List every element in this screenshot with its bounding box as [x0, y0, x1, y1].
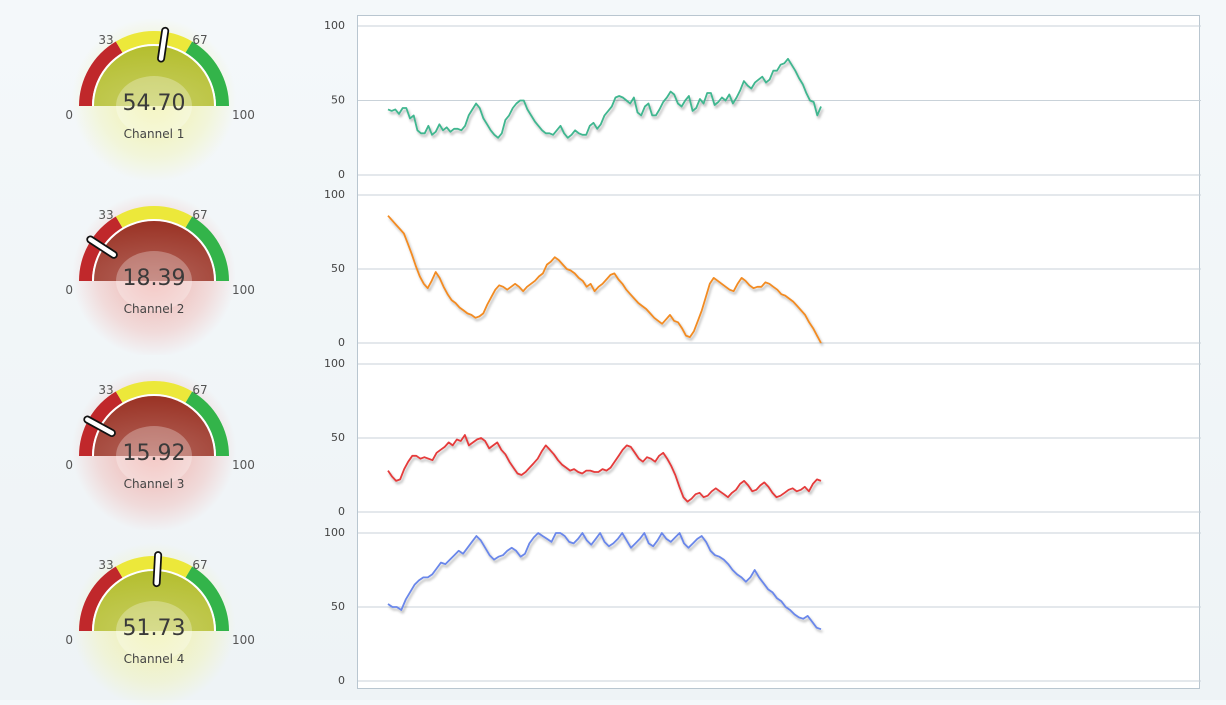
gauge-tick-100: 100 [232, 108, 255, 122]
gauge-band-green [185, 566, 229, 631]
gauge-tick-100: 100 [232, 633, 255, 647]
line-chart-4 [352, 532, 1201, 682]
y-tick-label-50: 50 [331, 600, 345, 613]
y-tick-label-100: 100 [324, 19, 345, 32]
gauge-inner-fill [94, 396, 214, 456]
y-tick-label-50: 50 [331, 262, 345, 275]
gauge-tick-33: 33 [98, 558, 113, 572]
gauge-band-green [185, 216, 229, 281]
series-line-1 [387, 57, 822, 139]
gauge-tick-67: 67 [192, 383, 207, 397]
series-line-3 [387, 434, 822, 503]
stacked-line-charts [352, 25, 1201, 682]
gauge-band-green [185, 391, 229, 456]
gauge-tick-100: 100 [232, 283, 255, 297]
gauge-band-yellow [115, 206, 193, 228]
y-tick-label-0: 0 [338, 505, 345, 518]
y-tick-label-50: 50 [331, 431, 345, 444]
gauge-channel-1: 33 67 0 100 54.70 Channel 1 [65, 18, 255, 180]
y-tick-label-100: 100 [324, 357, 345, 370]
gauge-needle [85, 417, 115, 436]
gauge-tick-67: 67 [192, 558, 207, 572]
line-chart-3 [352, 363, 1201, 513]
y-tick-label-100: 100 [324, 526, 345, 539]
y-tick-label-100: 100 [324, 188, 345, 201]
gauge-band-green [185, 41, 229, 106]
gauge-inner-fill [94, 571, 214, 631]
gauge-tick-33: 33 [98, 208, 113, 222]
gauge-tick-0: 0 [65, 283, 73, 297]
gauge-tick-0: 0 [65, 458, 73, 472]
gauge-inner-fill [94, 221, 214, 281]
gauge-needle [88, 237, 117, 258]
gauge-tick-0: 0 [65, 633, 73, 647]
gauge-band-yellow [115, 31, 193, 53]
gauge-tick-33: 33 [98, 33, 113, 47]
gauge-tick-0: 0 [65, 108, 73, 122]
gauge-inner-fill [94, 46, 214, 106]
gauge-tick-100: 100 [232, 458, 255, 472]
gauge-value: 51.73 [123, 616, 186, 641]
gauge-label: Channel 1 [124, 127, 185, 141]
series-line-2 [387, 215, 822, 344]
gauge-channel-3: 33 67 0 100 15.92 Channel 3 [65, 368, 255, 530]
gauge-center-shine [116, 76, 192, 136]
chart-panel [352, 15, 1201, 689]
gauge-center-shine [116, 251, 192, 311]
gauge-channel-2: 33 67 0 100 18.39 Channel 2 [65, 193, 255, 355]
gauge-tick-33: 33 [98, 383, 113, 397]
gauge-center-shine [116, 426, 192, 486]
y-tick-label-50: 50 [331, 94, 345, 107]
y-tick-label-0: 0 [338, 674, 345, 687]
gauge-label: Channel 4 [124, 652, 185, 666]
gauge-value: 15.92 [123, 441, 186, 466]
gauge-band-yellow [115, 381, 193, 403]
gauge-channel-4: 33 67 0 100 51.73 Channel 4 [65, 543, 255, 705]
gauge-value: 18.39 [123, 266, 186, 291]
gauge-band-red [79, 41, 123, 106]
gauge-band-red [79, 566, 123, 631]
line-chart-2 [352, 194, 1201, 344]
line-chart-1 [352, 25, 1201, 176]
y-tick-label-0: 0 [338, 168, 345, 181]
gauge-label: Channel 2 [124, 302, 185, 316]
series-line-4 [387, 532, 822, 631]
gauge-column: 33 67 0 100 54.70 Channel 1 33 67 0 100 18.39 Chan… [0, 0, 300, 705]
gauge-tick-67: 67 [192, 208, 207, 222]
gauge-needle [158, 28, 168, 61]
gauge-center-shine [116, 601, 192, 661]
gauge-needle [154, 552, 161, 586]
gauge-value: 54.70 [123, 91, 186, 116]
gauge-label: Channel 3 [124, 477, 185, 491]
y-tick-label-0: 0 [338, 336, 345, 349]
gauge-tick-67: 67 [192, 33, 207, 47]
